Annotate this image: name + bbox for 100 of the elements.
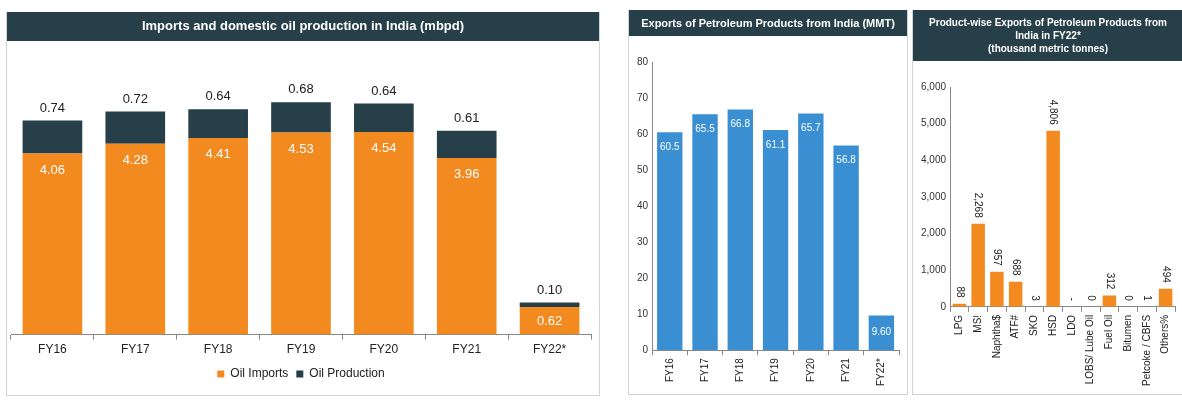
bar — [1158, 288, 1173, 307]
bar — [971, 223, 985, 307]
x-tick-label: ATF# — [1009, 314, 1021, 339]
bar — [436, 130, 497, 158]
bar — [354, 103, 414, 133]
bar — [990, 271, 1004, 307]
y-tick-label: 60 — [637, 128, 649, 140]
data-label: 312 — [1104, 272, 1116, 290]
bar — [1102, 295, 1117, 307]
bar — [657, 132, 683, 351]
data-label: 0.74 — [39, 99, 66, 115]
x-tick-label: FY19 — [769, 358, 781, 383]
data-label: 56.8 — [836, 154, 857, 166]
bar — [1008, 281, 1023, 307]
x-tick-label: MS! — [971, 314, 983, 333]
x-tick-label: FY20 — [369, 342, 399, 356]
data-label: 4,806 — [1048, 99, 1060, 126]
y-tick-label: 4,000 — [920, 154, 947, 166]
bar — [519, 302, 580, 307]
x-tick-label: LPG — [953, 314, 965, 335]
data-label: 4.54 — [371, 140, 397, 156]
data-label: 494 — [1160, 266, 1172, 284]
x-tick-label: Petcoke / CBFS — [1140, 314, 1152, 386]
bar — [105, 111, 166, 144]
bar — [354, 132, 414, 335]
data-label: 4.06 — [39, 161, 66, 177]
bar — [22, 120, 83, 154]
data-label: 61.1 — [765, 139, 786, 151]
data-label: 0 — [1123, 295, 1135, 302]
y-tick-label: 50 — [637, 164, 649, 176]
bar — [188, 109, 248, 138]
x-tick-label: FY16 — [663, 358, 675, 383]
data-label: 4.53 — [288, 140, 314, 156]
y-tick-label: 80 — [637, 56, 649, 68]
x-tick-label: FY19 — [286, 342, 316, 356]
data-label: 0.61 — [454, 109, 480, 125]
x-tick-label: FY18 — [203, 342, 233, 356]
x-tick-label: LOBS/ Lube Oil — [1084, 314, 1096, 385]
bar — [727, 109, 753, 351]
y-tick-label: 30 — [637, 236, 649, 248]
x-tick-label: LDO — [1065, 314, 1077, 336]
x-tick-label: FY17 — [698, 358, 710, 383]
x-tick-label: FY21 — [452, 342, 482, 356]
y-tick-label: 6,000 — [920, 80, 947, 92]
y-tick-label: 70 — [637, 92, 649, 104]
x-tick-label: Others% — [1159, 314, 1171, 354]
y-tick-label: 0 — [940, 300, 947, 312]
x-tick-label: Naphtha$ — [990, 314, 1002, 359]
data-label: 65.5 — [695, 123, 716, 135]
y-tick-label: 10 — [637, 308, 649, 320]
y-tick-label: 0 — [642, 344, 649, 356]
chart-subtitle: (thousand metric tonnes) — [987, 42, 1109, 55]
bar — [692, 114, 718, 351]
x-tick-label: Bitumen — [1121, 314, 1133, 352]
x-tick-label: FY17 — [120, 342, 150, 356]
bar — [833, 145, 859, 351]
x-tick-label: FY18 — [734, 358, 746, 383]
bar — [105, 143, 166, 335]
data-label: 957 — [992, 249, 1004, 267]
data-label: 0.62 — [536, 312, 563, 328]
data-label: 0.68 — [288, 81, 314, 97]
bar — [762, 130, 789, 351]
x-tick-label: FY21 — [839, 358, 851, 383]
x-tick-label: FY22* — [532, 342, 567, 356]
data-label: 0.64 — [205, 88, 231, 104]
data-label: 3 — [1029, 295, 1041, 302]
data-label: 65.7 — [801, 122, 821, 134]
data-label: 0.72 — [122, 90, 148, 106]
legend-label: Oil Production — [309, 366, 385, 381]
chart-title: Imports and domestic oil production in India (mbpd) — [140, 18, 466, 35]
data-label: 60.5 — [660, 141, 680, 153]
y-tick-label: 20 — [637, 272, 649, 284]
x-tick-label: Fuel Oil — [1103, 314, 1115, 350]
y-tick-label: 5,000 — [920, 117, 947, 129]
bar — [188, 137, 248, 335]
x-tick-label: FY22* — [875, 358, 887, 387]
x-tick-label: FY20 — [804, 358, 816, 383]
bar — [22, 153, 83, 335]
data-label: 3.96 — [454, 165, 480, 181]
x-tick-label: HSD — [1046, 314, 1058, 336]
data-label: 0.64 — [371, 82, 397, 98]
chart-title: Product-wise Exports of Petroleum Products from India in FY22* — [928, 16, 1168, 42]
y-tick-label: 1,000 — [920, 263, 947, 275]
bar — [436, 157, 497, 335]
bar — [271, 132, 331, 335]
data-label: 4.41 — [205, 145, 231, 161]
legend-label: Oil Imports — [230, 366, 289, 381]
data-label: 0 — [1085, 295, 1097, 302]
data-label: 2,268 — [973, 192, 985, 219]
data-label: 0.10 — [536, 281, 563, 297]
data-label: 4.28 — [122, 151, 148, 167]
data-label: 1 — [1142, 295, 1154, 302]
x-tick-label: FY16 — [38, 342, 68, 356]
text: - — [1067, 297, 1079, 301]
chart-title: Exports of Petroleum Products from India (MMT) — [640, 16, 896, 31]
bar — [1046, 130, 1060, 307]
data-label: 688 — [1010, 258, 1022, 277]
data-label: 88 — [954, 286, 966, 299]
data-label: 9.60 — [871, 325, 892, 337]
bar — [798, 113, 824, 351]
